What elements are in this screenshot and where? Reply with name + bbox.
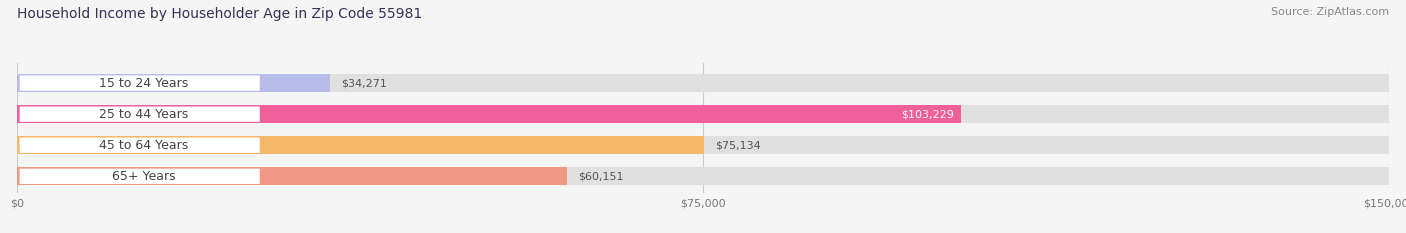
Text: 25 to 44 Years: 25 to 44 Years: [100, 108, 188, 121]
Bar: [17, 105, 962, 123]
Bar: [17, 167, 567, 185]
Bar: [17, 136, 704, 154]
Bar: [17, 74, 330, 92]
Bar: [17, 167, 1389, 185]
FancyBboxPatch shape: [20, 106, 260, 122]
FancyBboxPatch shape: [20, 137, 260, 153]
Text: Source: ZipAtlas.com: Source: ZipAtlas.com: [1271, 7, 1389, 17]
Text: $75,134: $75,134: [716, 140, 761, 150]
Text: $103,229: $103,229: [901, 109, 955, 119]
Text: 65+ Years: 65+ Years: [112, 170, 176, 183]
Bar: [17, 105, 1389, 123]
Bar: [17, 74, 1389, 92]
FancyBboxPatch shape: [20, 169, 260, 184]
Bar: [17, 136, 1389, 154]
Text: 45 to 64 Years: 45 to 64 Years: [100, 139, 188, 152]
Text: 15 to 24 Years: 15 to 24 Years: [100, 77, 188, 90]
Text: $60,151: $60,151: [578, 171, 624, 181]
Text: Household Income by Householder Age in Zip Code 55981: Household Income by Householder Age in Z…: [17, 7, 422, 21]
FancyBboxPatch shape: [20, 75, 260, 91]
Text: $34,271: $34,271: [342, 78, 387, 88]
